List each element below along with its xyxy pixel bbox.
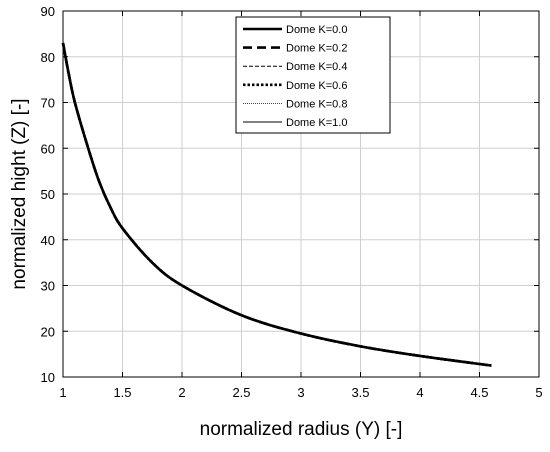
x-tick-label: 2	[178, 385, 185, 400]
y-tick-label: 10	[41, 370, 55, 385]
legend-label: Dome K=0.2	[286, 43, 347, 55]
y-tick-label: 20	[41, 324, 55, 339]
y-tick-label: 60	[41, 141, 55, 156]
x-tick-label: 1	[59, 385, 66, 400]
legend-label: Dome K=0.4	[286, 61, 347, 73]
legend-label: Dome K=0.8	[286, 98, 347, 110]
x-tick-label: 4	[416, 385, 423, 400]
legend-label: Dome K=0.0	[286, 24, 347, 36]
legend-label: Dome K=0.6	[286, 80, 347, 92]
x-tick-label: 2.5	[232, 385, 250, 400]
x-tick-label: 3.5	[351, 385, 369, 400]
x-tick-label: 4.5	[470, 385, 488, 400]
series-line-5	[62, 42, 492, 367]
y-tick-label: 50	[41, 187, 55, 202]
series-lines	[61, 42, 492, 367]
y-tick-label: 80	[41, 50, 55, 65]
legend-box	[235, 16, 391, 134]
x-tick-label: 5	[535, 385, 542, 400]
axis-ticks: 1 1.5 2 2.5 3 3.5 4 4.5 5 10 20 30 40 50 60 70 80 90	[41, 4, 543, 400]
y-axis-label: normalized hight (Z) [-]	[9, 98, 30, 289]
y-tick-label: 30	[41, 279, 55, 294]
x-tick-label: 1.5	[113, 385, 131, 400]
x-tick-label: 3	[297, 385, 304, 400]
legend-label: Dome K=1.0	[286, 117, 347, 129]
y-tick-label: 90	[41, 4, 55, 19]
legend: Dome K=0.0 Dome K=0.2 Dome K=0.4 Dome K=0.6…	[235, 16, 391, 134]
y-tick-label: 70	[41, 96, 55, 111]
y-tick-label: 40	[41, 233, 55, 248]
x-axis-label: normalized radius (Y) [-]	[200, 419, 403, 440]
